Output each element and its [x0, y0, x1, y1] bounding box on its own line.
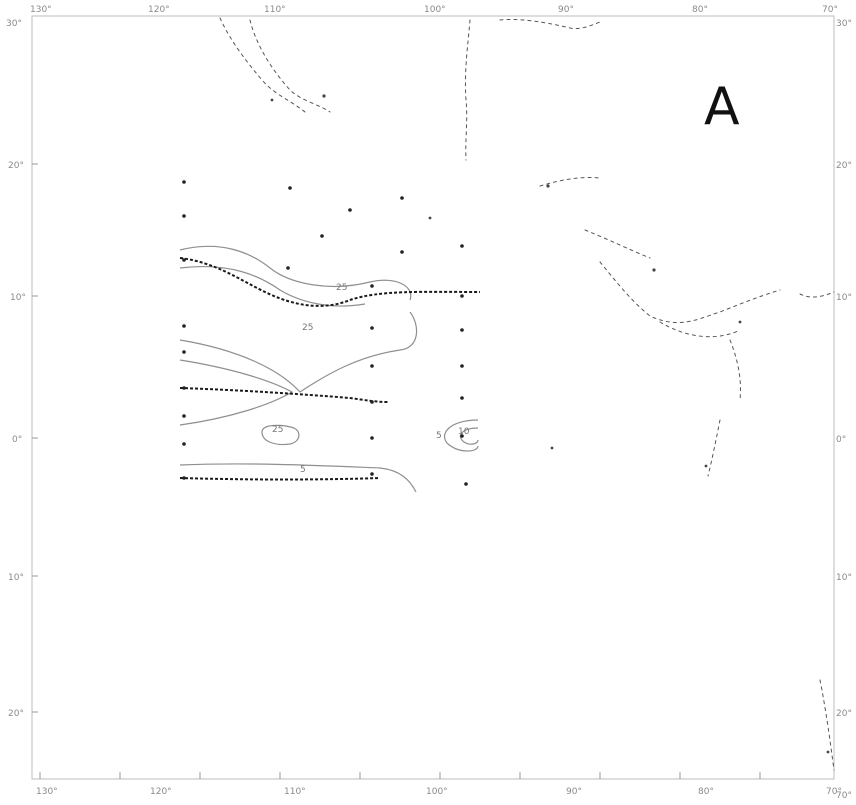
left-lat-label: 30°	[6, 19, 22, 29]
left-tick-marks	[32, 163, 38, 713]
right-lat-label: 70°	[836, 791, 852, 801]
station-points	[182, 180, 468, 486]
left-lat-label: 20°	[8, 161, 24, 171]
left-lat-label: 0°	[12, 435, 22, 445]
map-frame	[31, 15, 835, 780]
bottom-lon-label: 100°	[426, 787, 448, 797]
right-lat-label: 20°	[836, 161, 852, 171]
contour-label: 25	[302, 323, 313, 333]
coastline	[219, 17, 835, 771]
right-lat-label: 20°	[836, 709, 852, 719]
bottom-lon-label: 90°	[566, 787, 582, 797]
contour-label: 5	[300, 465, 306, 475]
right-lat-label: 10°	[836, 573, 852, 583]
left-lat-label: 20°	[8, 709, 24, 719]
bottom-lon-label: 110°	[284, 787, 306, 797]
right-lat-label: 0°	[836, 435, 846, 445]
contour-label: 10	[458, 427, 470, 437]
bottom-lon-label: 80°	[698, 787, 714, 797]
top-lon-label: 80°	[692, 5, 708, 15]
bottom-lon-label: 130°	[36, 787, 58, 797]
panel-label: A	[704, 77, 740, 137]
contour-label: 25	[336, 283, 347, 293]
dashed-boundaries	[179, 257, 481, 481]
top-lon-label: 120°	[148, 5, 170, 15]
top-lon-label: 70°	[822, 5, 838, 15]
contour-label: 5	[436, 431, 442, 441]
contour-lines	[179, 245, 479, 493]
right-lat-label: 30°	[836, 19, 852, 29]
top-lon-label: 110°	[264, 5, 286, 15]
bottom-lon-label: 70°	[826, 787, 842, 797]
bottom-tick-marks	[39, 772, 761, 779]
contour-label: 25	[272, 425, 283, 435]
right-lat-label: 10°	[836, 293, 852, 303]
top-lon-label: 100°	[424, 5, 446, 15]
islands	[270, 94, 830, 754]
left-lat-label: 10°	[10, 293, 26, 303]
left-lat-label: 10°	[8, 573, 24, 583]
bottom-lon-label: 120°	[150, 787, 172, 797]
top-lon-label: 130°	[30, 5, 52, 15]
top-lon-label: 90°	[558, 5, 574, 15]
